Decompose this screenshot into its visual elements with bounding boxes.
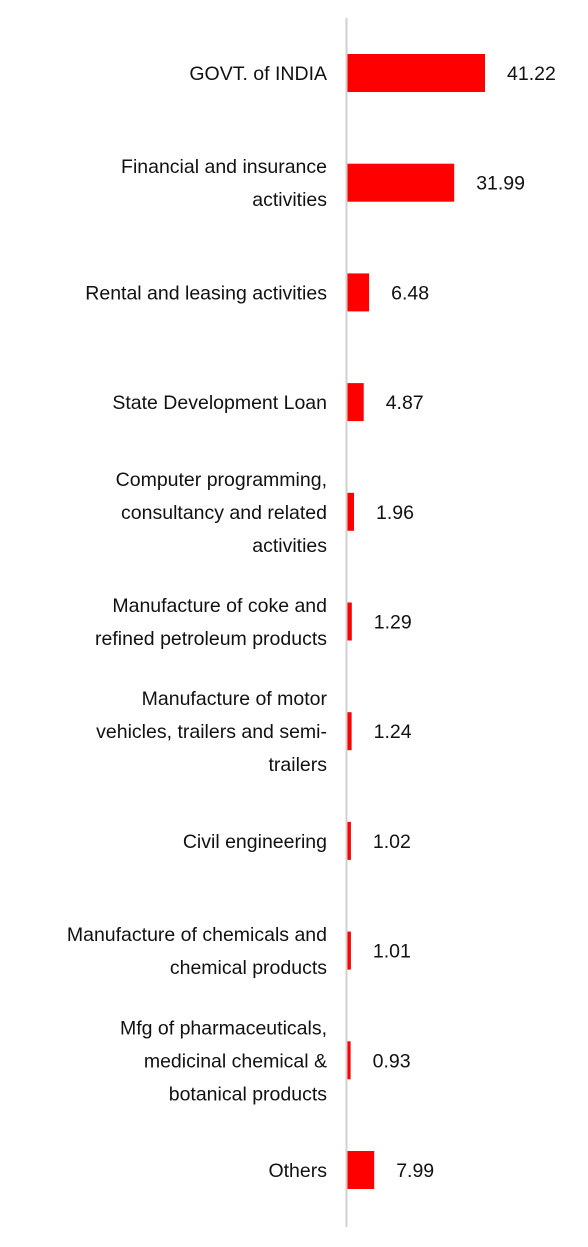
category-label-5: Computer programming, consultancy and rel… bbox=[116, 469, 328, 557]
category-label-line: refined petroleum products bbox=[95, 628, 327, 650]
category-label-line: Manufacture of coke and bbox=[112, 595, 327, 617]
category-label-3: Rental and leasing activities bbox=[85, 282, 327, 304]
bar-7 bbox=[347, 712, 352, 751]
category-label-11: Others bbox=[268, 1160, 327, 1182]
category-label-line: Computer programming, bbox=[116, 469, 327, 491]
category-label-line: chemical products bbox=[170, 957, 327, 979]
category-label-6: Manufacture of coke and refined petroleum… bbox=[95, 595, 327, 650]
bar-5 bbox=[347, 492, 354, 531]
category-label-line: Financial and insurance bbox=[121, 156, 327, 178]
category-label-7: Manufacture of motor vehicles, trailers a… bbox=[96, 688, 327, 776]
bar-8 bbox=[347, 821, 351, 860]
category-label-line: Rental and leasing activities bbox=[85, 282, 327, 304]
category-label-line: medicinal chemical & bbox=[144, 1050, 327, 1072]
bar-9 bbox=[347, 931, 351, 970]
value-label-10: 0.93 bbox=[373, 1050, 411, 1072]
bar-1 bbox=[347, 54, 485, 92]
category-label-9: Manufacture of chemicals and chemical pro… bbox=[67, 924, 327, 979]
bar-6 bbox=[347, 602, 352, 641]
category-label-8: Civil engineering bbox=[183, 831, 327, 853]
category-label-1: GOVT. of INDIA bbox=[189, 63, 327, 85]
category-label-line: activities bbox=[252, 535, 327, 557]
category-label-line: Mfg of pharmaceuticals, bbox=[120, 1017, 327, 1039]
category-label-4: State Development Loan bbox=[112, 392, 327, 414]
category-label-line: botanical products bbox=[169, 1083, 328, 1105]
value-label-7: 1.24 bbox=[374, 721, 412, 743]
category-label-line: consultancy and related bbox=[121, 502, 327, 524]
value-label-4: 4.87 bbox=[386, 392, 424, 414]
bar-10 bbox=[347, 1041, 351, 1080]
value-label-3: 6.48 bbox=[391, 282, 429, 304]
value-label-2: 31.99 bbox=[476, 173, 525, 195]
category-label-line: Others bbox=[268, 1160, 327, 1182]
category-label-line: trailers bbox=[268, 754, 327, 776]
value-label-6: 1.29 bbox=[374, 612, 412, 634]
value-label-5: 1.96 bbox=[376, 502, 414, 524]
category-label-line: GOVT. of INDIA bbox=[189, 63, 327, 85]
bar-2 bbox=[347, 163, 455, 202]
category-label-line: Manufacture of motor bbox=[142, 688, 328, 710]
category-label-2: Financial and insurance activities bbox=[121, 156, 327, 211]
category-label-line: Manufacture of chemicals and bbox=[67, 924, 327, 946]
category-label-line: Civil engineering bbox=[183, 831, 327, 853]
value-label-1: 41.22 bbox=[507, 63, 556, 85]
bar-11 bbox=[347, 1151, 375, 1189]
bar-3 bbox=[347, 273, 370, 312]
value-label-8: 1.02 bbox=[373, 831, 411, 853]
category-label-line: activities bbox=[252, 189, 327, 211]
value-label-11: 7.99 bbox=[396, 1160, 434, 1182]
value-label-9: 1.01 bbox=[373, 941, 411, 963]
bar-4 bbox=[347, 383, 364, 422]
category-label-line: State Development Loan bbox=[112, 392, 327, 414]
category-label-line: vehicles, trailers and semi- bbox=[96, 721, 327, 743]
category-label-10: Mfg of pharmaceuticals, medicinal chemica… bbox=[120, 1017, 327, 1105]
